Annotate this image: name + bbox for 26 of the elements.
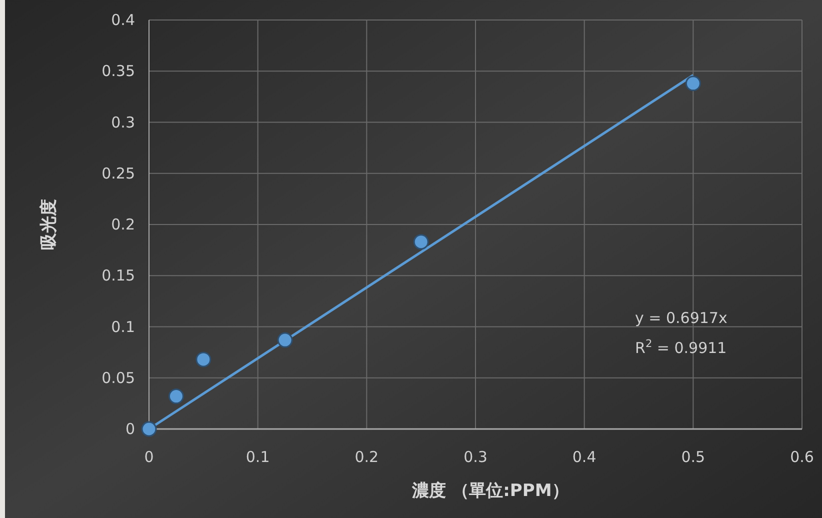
point	[413, 234, 429, 250]
y-tick-label: 0.05	[102, 368, 135, 387]
y-tick-label: 0.25	[102, 164, 135, 182]
annotation: y = 0.6917x	[635, 309, 728, 327]
point	[168, 388, 184, 404]
y-tick-label: 0.2	[111, 216, 135, 234]
y-tick-label: 0.4	[111, 11, 135, 29]
x-axis-title: 濃度 （單位:PPM）	[411, 481, 569, 501]
x-tick-label: 0.4	[572, 448, 596, 466]
point	[277, 332, 293, 348]
x-tick-label: 0.6	[790, 448, 814, 466]
y-tick-label: 0.15	[102, 266, 135, 285]
x-tick-label: 0.1	[246, 448, 270, 466]
y-tick-label: 0.1	[111, 318, 135, 336]
y-tick-label: 0	[125, 420, 135, 438]
point	[141, 421, 157, 437]
point	[685, 76, 701, 92]
x-tick-label: 0.2	[354, 448, 379, 466]
x-tick-label: 0.3	[464, 448, 488, 466]
point	[196, 352, 212, 368]
x-tick-label: 0.5	[681, 448, 706, 466]
y-tick-label: 0.35	[102, 62, 135, 80]
annotation: R$^{2}$ = 0.9911	[635, 338, 727, 357]
x-tick-label: 0	[144, 448, 154, 466]
y-axis-title: 吸光度	[39, 199, 59, 250]
y-tick-label: 0.3	[111, 113, 135, 132]
